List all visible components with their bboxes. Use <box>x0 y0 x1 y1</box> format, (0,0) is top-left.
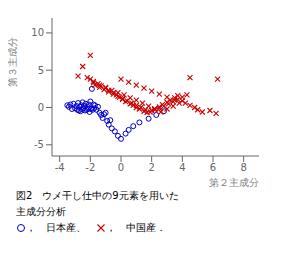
html-text:， 日本産、: ， 日本産、 <box>26 222 96 233</box>
svg-text:第３主成分: 第３主成分 <box>8 37 18 87</box>
svg-text:2: 2 <box>148 162 154 173</box>
svg-text:-2: -2 <box>85 162 95 173</box>
svg-text:8: 8 <box>240 162 246 173</box>
svg-text:6: 6 <box>210 162 216 173</box>
html-text:図2 ウメ干し仕中の9元素を用いた: 図2 ウメ干し仕中の9元素を用いた <box>16 190 179 201</box>
svg-text:-4: -4 <box>55 162 65 173</box>
svg-text:第２主成分: 第２主成分 <box>209 177 259 188</box>
svg-text:0: 0 <box>38 102 44 113</box>
html-text:， 中国産．: ， 中国産． <box>106 222 166 233</box>
svg-text:5: 5 <box>38 65 44 76</box>
svg-text:-5: -5 <box>34 139 44 150</box>
html-text:主成分分析: 主成分分析 <box>16 206 66 217</box>
svg-text:0: 0 <box>118 162 124 173</box>
svg-text:4: 4 <box>179 162 185 173</box>
svg-text:10: 10 <box>31 27 44 38</box>
